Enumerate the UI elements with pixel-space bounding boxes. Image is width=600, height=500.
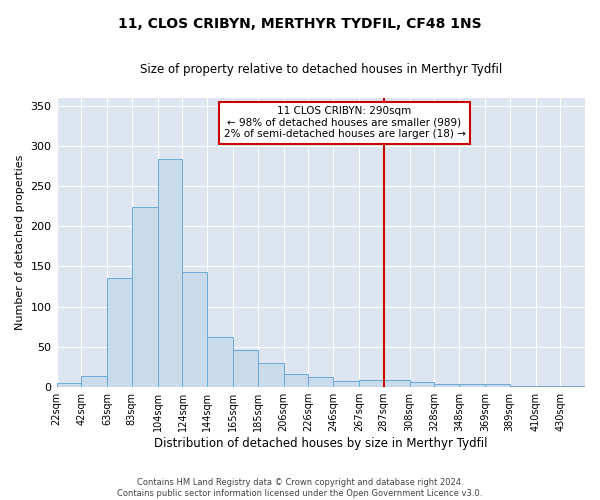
Bar <box>158 158 182 387</box>
Bar <box>56 383 81 387</box>
Text: Contains HM Land Registry data © Crown copyright and database right 2024.
Contai: Contains HM Land Registry data © Crown c… <box>118 478 482 498</box>
Bar <box>434 384 459 387</box>
Bar <box>560 386 585 387</box>
Text: 11 CLOS CRIBYN: 290sqm
← 98% of detached houses are smaller (989)
2% of semi-det: 11 CLOS CRIBYN: 290sqm ← 98% of detached… <box>224 106 466 140</box>
Bar <box>81 376 107 387</box>
Bar <box>233 350 258 387</box>
Bar <box>284 374 308 387</box>
Bar <box>333 381 359 387</box>
Bar <box>485 384 509 387</box>
Bar <box>536 386 560 387</box>
Bar <box>182 272 207 387</box>
Bar <box>207 336 233 387</box>
Bar <box>359 380 384 387</box>
Text: 11, CLOS CRIBYN, MERTHYR TYDFIL, CF48 1NS: 11, CLOS CRIBYN, MERTHYR TYDFIL, CF48 1N… <box>118 18 482 32</box>
Bar <box>308 376 333 387</box>
Y-axis label: Number of detached properties: Number of detached properties <box>15 154 25 330</box>
Bar <box>132 207 158 387</box>
Title: Size of property relative to detached houses in Merthyr Tydfil: Size of property relative to detached ho… <box>140 62 502 76</box>
Bar <box>410 382 434 387</box>
Bar <box>384 380 410 387</box>
Bar <box>509 386 536 387</box>
X-axis label: Distribution of detached houses by size in Merthyr Tydfil: Distribution of detached houses by size … <box>154 437 488 450</box>
Bar <box>107 278 132 387</box>
Bar <box>258 363 284 387</box>
Bar <box>459 384 485 387</box>
